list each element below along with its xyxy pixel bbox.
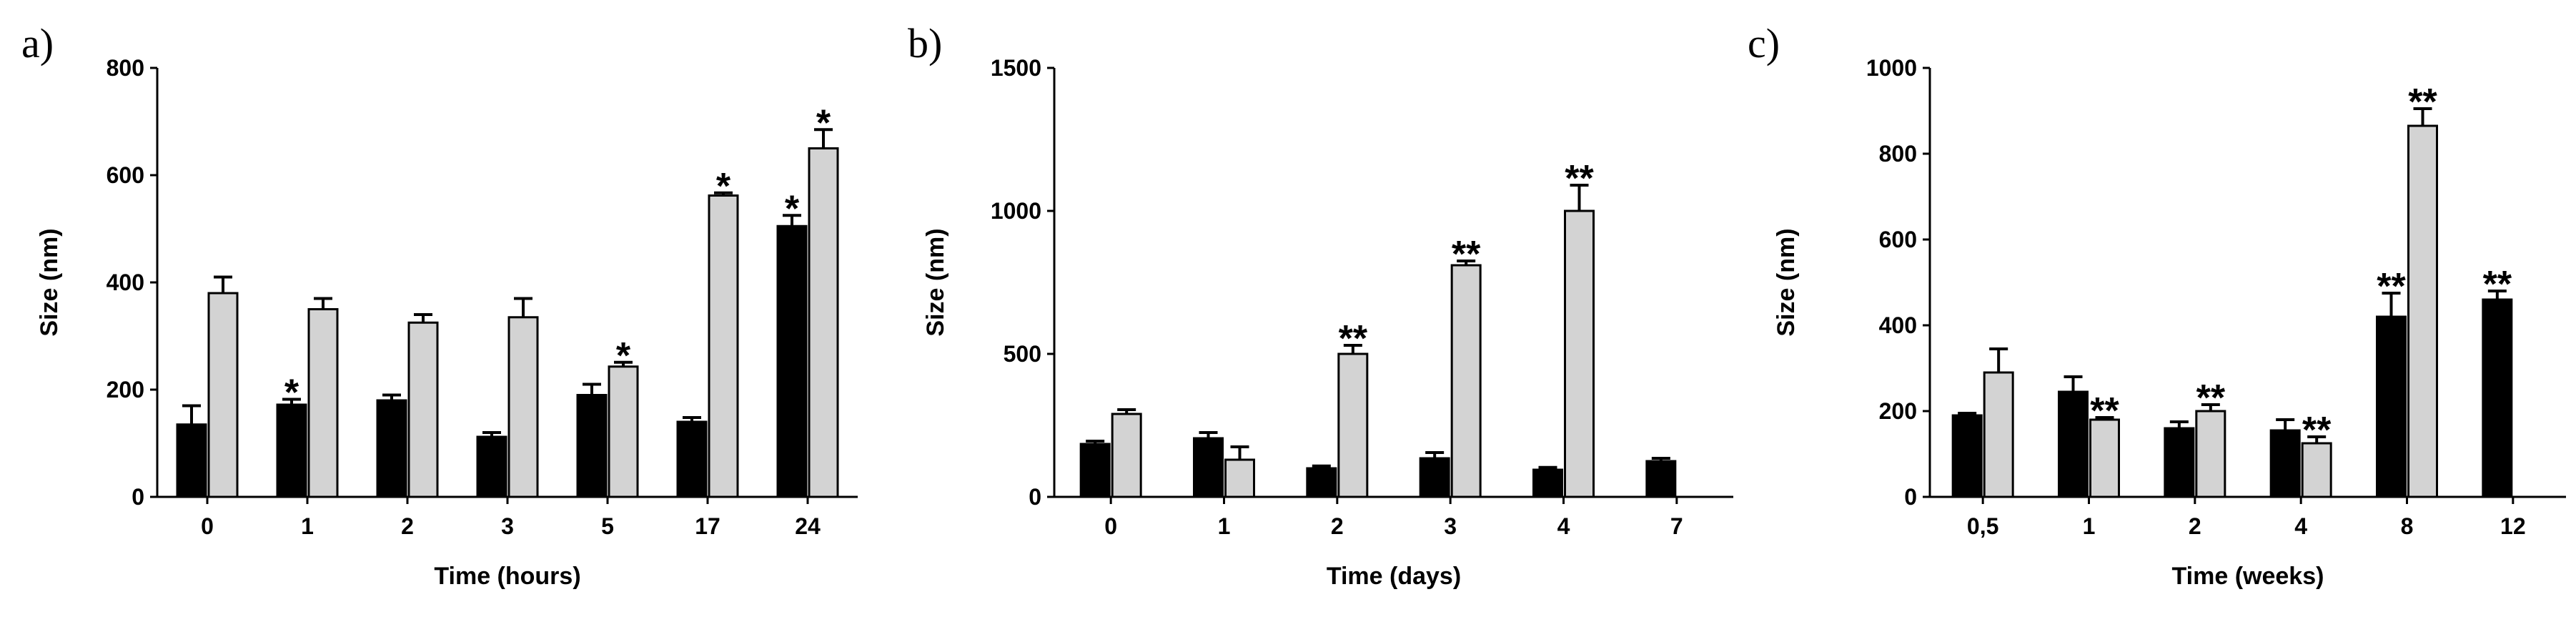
x-tick-label: 0 xyxy=(1104,513,1117,539)
x-tick-label: 0 xyxy=(201,513,214,539)
bar xyxy=(1564,209,1595,498)
bar xyxy=(2482,298,2513,498)
bar xyxy=(2407,124,2438,498)
x-tick-label: 8 xyxy=(2401,513,2414,539)
significance-mark: ** xyxy=(1339,318,1368,360)
significance-mark: * xyxy=(284,372,299,414)
x-tick-label: 2 xyxy=(2189,513,2201,539)
bar xyxy=(2089,418,2120,498)
chart-panel-1: b) 0 500 1000 1500 Size (nm) 0 1 2 ** 3 ** 4 ** 7 Time … xyxy=(908,20,1733,590)
panel-label: b) xyxy=(908,20,942,66)
bar xyxy=(2269,429,2301,498)
bar xyxy=(2376,315,2407,498)
y-tick-label: 0 xyxy=(132,484,144,510)
y-tick-label: 800 xyxy=(106,55,144,81)
x-tick-label: 3 xyxy=(501,513,514,539)
panel-label: c) xyxy=(1748,20,1780,66)
bar xyxy=(476,435,507,498)
bar xyxy=(407,321,439,498)
y-tick-label: 0 xyxy=(1029,484,1041,510)
bar xyxy=(608,365,639,498)
x-tick-label: 17 xyxy=(695,513,720,539)
significance-mark: ** xyxy=(2483,264,2512,305)
bar xyxy=(1306,467,1337,498)
bar xyxy=(176,423,207,498)
y-tick-label: 400 xyxy=(1879,312,1917,338)
significance-mark: ** xyxy=(2196,377,2226,419)
significance-mark: ** xyxy=(2302,410,2332,451)
chart-panel-2: c) 0 200 400 600 800 1000 Size (nm) 0,5 1 ** 2 ** 4 **… xyxy=(1748,20,2566,590)
bar xyxy=(708,194,739,498)
bar xyxy=(276,403,307,498)
bar xyxy=(207,292,239,498)
bar xyxy=(676,420,708,498)
significance-mark: ** xyxy=(1452,234,1481,275)
y-tick-label: 0 xyxy=(1904,484,1917,510)
x-tick-label: 2 xyxy=(1331,513,1344,539)
x-tick-label: 1 xyxy=(301,513,314,539)
bar xyxy=(808,147,839,498)
bar xyxy=(1079,443,1111,498)
y-axis-title: Size (nm) xyxy=(922,228,949,336)
y-tick-label: 200 xyxy=(106,377,144,403)
x-tick-label: 1 xyxy=(2083,513,2096,539)
y-axis-title: Size (nm) xyxy=(1773,228,1800,336)
bar xyxy=(776,224,808,498)
x-tick-label: 0,5 xyxy=(1967,513,1998,539)
y-tick-label: 500 xyxy=(1004,341,1041,367)
y-tick-label: 600 xyxy=(106,162,144,188)
bar xyxy=(1111,413,1142,498)
significance-mark: ** xyxy=(1565,158,1594,199)
bar xyxy=(2058,390,2089,498)
bar xyxy=(507,316,539,498)
bar xyxy=(576,394,608,498)
significance-mark: * xyxy=(816,102,831,144)
x-axis-title: Time (weeks) xyxy=(2172,563,2324,590)
bar xyxy=(1224,458,1255,498)
chart-panel-0: a) 0 200 400 600 800 Size (nm) 0 1 * 2 3 5 * 17 * 24 * * Ti… xyxy=(21,20,858,590)
bar xyxy=(1193,437,1224,498)
y-tick-label: 600 xyxy=(1879,227,1917,252)
significance-mark: * xyxy=(616,335,631,377)
y-tick-label: 800 xyxy=(1879,141,1917,167)
x-tick-label: 1 xyxy=(1218,513,1231,539)
bar xyxy=(1645,460,1677,498)
x-tick-label: 2 xyxy=(401,513,414,539)
x-tick-label: 24 xyxy=(795,513,821,539)
y-tick-label: 1000 xyxy=(1866,55,1917,81)
y-tick-label: 400 xyxy=(106,270,144,295)
significance-mark: ** xyxy=(2090,390,2119,432)
significance-mark: * xyxy=(716,166,731,207)
y-tick-label: 200 xyxy=(1879,398,1917,424)
y-tick-label: 1500 xyxy=(991,55,1041,81)
bar xyxy=(2301,442,2332,498)
bar xyxy=(307,308,339,498)
bar xyxy=(1337,352,1369,498)
x-tick-label: 5 xyxy=(601,513,614,539)
y-tick-label: 1000 xyxy=(991,198,1041,224)
significance-mark: ** xyxy=(2408,82,2437,123)
bar xyxy=(1450,264,1482,498)
bar xyxy=(2164,427,2195,498)
bar xyxy=(1419,457,1450,498)
x-tick-label: 7 xyxy=(1670,513,1683,539)
panel-label: a) xyxy=(21,20,54,66)
x-tick-label: 3 xyxy=(1444,513,1457,539)
significance-mark: * xyxy=(785,188,800,229)
x-axis-title: Time (hours) xyxy=(434,563,580,590)
significance-mark: ** xyxy=(2377,266,2406,307)
bar xyxy=(1983,371,2014,498)
x-tick-label: 4 xyxy=(2294,513,2307,539)
bar xyxy=(1532,468,1563,498)
x-axis-title: Time (days) xyxy=(1327,563,1461,590)
bar xyxy=(1951,414,1983,498)
bar xyxy=(376,399,407,498)
y-axis-title: Size (nm) xyxy=(36,228,63,336)
bar xyxy=(2195,410,2226,498)
x-tick-label: 4 xyxy=(1557,513,1570,539)
x-tick-label: 12 xyxy=(2500,513,2526,539)
